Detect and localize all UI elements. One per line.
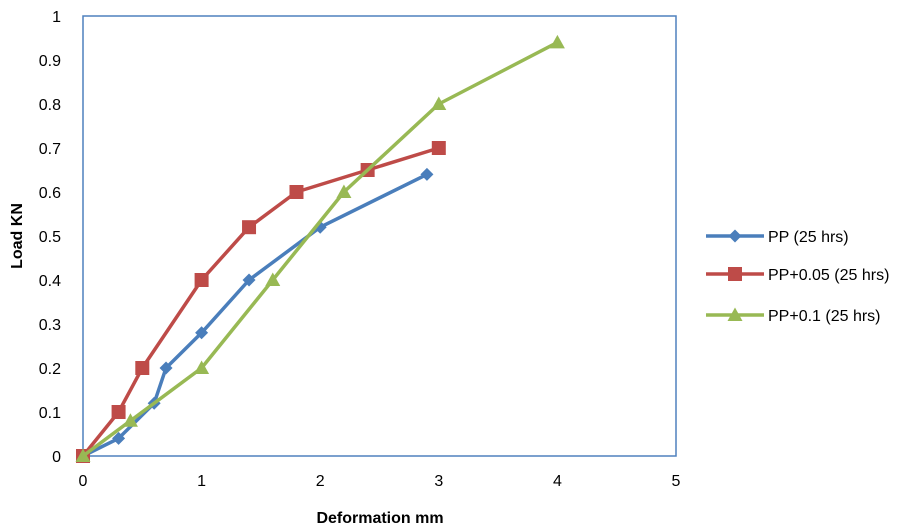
series-layer xyxy=(75,34,565,463)
data-point xyxy=(336,184,352,198)
data-point xyxy=(122,413,138,427)
y-axis-title: Load KN xyxy=(9,203,26,269)
series-3 xyxy=(75,34,565,462)
data-point xyxy=(431,141,446,155)
data-point xyxy=(75,448,91,462)
y-tick-label: 0.8 xyxy=(39,97,61,114)
x-axis-ticks: 0 1 2 3 4 5 xyxy=(79,473,681,490)
x-tick-label: 2 xyxy=(316,473,325,490)
legend-marker xyxy=(728,267,742,281)
data-point xyxy=(242,273,256,287)
y-tick-label: 0.1 xyxy=(39,405,61,422)
legend-item: PP+0.05 (25 hrs) xyxy=(706,267,889,284)
data-point xyxy=(135,361,150,375)
x-tick-label: 3 xyxy=(434,473,443,490)
data-point xyxy=(265,272,281,286)
data-point xyxy=(111,405,126,419)
legend-marker xyxy=(728,229,742,243)
y-tick-label: 1 xyxy=(52,9,61,26)
x-axis-title: Deformation mm xyxy=(316,510,443,527)
x-tick-label: 0 xyxy=(79,473,88,490)
x-tick-label: 1 xyxy=(197,473,206,490)
legend-item: PP+0.1 (25 hrs) xyxy=(706,307,881,325)
y-axis-ticks: 0 0.1 0.2 0.3 0.4 0.5 0.6 0.7 0.8 0.9 1 xyxy=(39,9,61,466)
legend-label: PP+0.1 (25 hrs) xyxy=(768,308,881,325)
data-point xyxy=(289,185,304,199)
data-point xyxy=(159,361,173,375)
y-tick-label: 0.7 xyxy=(39,141,61,158)
data-point xyxy=(420,167,434,181)
series-line xyxy=(81,146,441,458)
legend-marker xyxy=(727,307,743,321)
y-tick-label: 0.5 xyxy=(39,229,61,246)
data-point xyxy=(194,360,210,374)
x-tick-label: 4 xyxy=(553,473,562,490)
x-tick-label: 5 xyxy=(672,473,681,490)
data-point xyxy=(195,326,209,340)
y-tick-label: 0.4 xyxy=(39,273,61,290)
data-point xyxy=(549,34,565,49)
data-point xyxy=(242,220,257,235)
y-tick-label: 0.9 xyxy=(39,53,61,70)
data-point xyxy=(431,96,447,110)
legend: PP (25 hrs) PP+0.05 (25 hrs) PP+0.1 (25 hr… xyxy=(706,229,889,325)
y-tick-label: 0.6 xyxy=(39,185,61,202)
legend-label: PP (25 hrs) xyxy=(768,229,849,246)
legend-label: PP+0.05 (25 hrs) xyxy=(768,267,889,284)
y-tick-label: 0.2 xyxy=(39,361,61,378)
data-point xyxy=(194,273,209,287)
y-tick-label: 0.3 xyxy=(39,317,61,334)
y-tick-label: 0 xyxy=(52,449,61,466)
data-point xyxy=(112,431,126,445)
legend-item: PP (25 hrs) xyxy=(706,229,849,246)
